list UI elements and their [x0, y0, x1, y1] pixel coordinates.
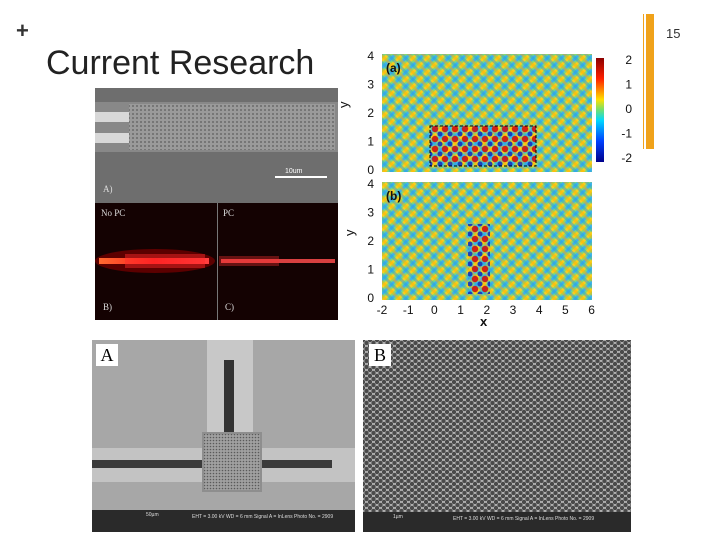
- colorbar-tick: -1: [621, 127, 632, 141]
- panel-tag-b: B: [369, 344, 391, 366]
- plot-b-y-tick: 1: [367, 263, 374, 277]
- footer-info-left: EHT = 3.00 kV WD = 6 mm Signal A = InLen…: [192, 514, 334, 520]
- plot-b-y-label: y: [342, 229, 357, 236]
- x-tick: 6: [588, 303, 595, 317]
- x-tick: 4: [536, 303, 543, 317]
- slide-plus-mark: +: [16, 18, 29, 43]
- field-plot-graphic: (a) (b) y y 4 3 2 1 0 4 3 2 1 0 -2 -1 0 1 2 3 4 5 6 x 2 1…: [340, 49, 632, 329]
- x-tick: 1: [457, 303, 464, 317]
- footer-info-right: EHT = 3.00 kV WD = 6 mm Signal A = InLen…: [453, 516, 595, 522]
- footer-scale-right: 1µm: [393, 514, 403, 520]
- colorbar-ticks: 2 1 0 -1 -2: [621, 53, 632, 165]
- label-no-pc: No PC: [101, 208, 126, 218]
- colorbar-tick: 2: [625, 53, 632, 67]
- panel-tag-a: A: [96, 344, 118, 366]
- sem-photonic-crystal-image: B 1µm EHT = 3.00 kV WD = 6 mm Signal A =…: [363, 340, 631, 532]
- plot-a-y-ticks: 4 3 2 1 0: [367, 49, 374, 177]
- sem-waveguide-graphic: [95, 88, 338, 320]
- sem-crossed-waveguide-image: A 50µm EHT = 3.00 kV WD = 6 mm Signal A …: [92, 340, 355, 532]
- accent-bar: [646, 14, 654, 149]
- page-number: 15: [666, 26, 681, 41]
- scale-bar-label: 10um: [285, 168, 303, 175]
- x-tick: 0: [431, 303, 438, 317]
- colorbar-tick: 0: [625, 102, 632, 116]
- plot-a-y-tick: 0: [367, 163, 374, 177]
- x-tick: -1: [403, 303, 414, 317]
- sem-crossed-graphic: [92, 340, 355, 532]
- accent-line: [643, 14, 644, 149]
- plot-b-y-tick: 4: [367, 177, 374, 191]
- plot-a-y-label: y: [340, 101, 351, 108]
- x-tick: 2: [483, 303, 490, 317]
- plot-b-y-tick: 3: [367, 206, 374, 220]
- x-ticks: -2 -1 0 1 2 3 4 5 6: [377, 303, 596, 317]
- x-tick: -2: [377, 303, 388, 317]
- plot-a-y-tick: 2: [367, 106, 374, 120]
- slide-title: Current Research: [46, 44, 315, 82]
- sem-waveguide-image: A) 10um No PC PC B) C): [95, 88, 338, 320]
- plot-a-y-tick: 4: [367, 49, 374, 63]
- panel-label-c: C): [225, 302, 234, 312]
- plot-b-y-tick: 0: [367, 291, 374, 305]
- sem-photonic-graphic: [363, 340, 631, 532]
- colorbar: [596, 58, 604, 162]
- plot-a-tag: (a): [386, 61, 401, 75]
- plot-b-y-tick: 2: [367, 234, 374, 248]
- plot-a-y-tick: 1: [367, 135, 374, 149]
- x-tick: 3: [510, 303, 517, 317]
- x-axis-label: x: [480, 314, 488, 329]
- panel-label-b: B): [103, 302, 112, 312]
- colorbar-tick: 1: [625, 78, 632, 92]
- footer-scale-left: 50µm: [146, 512, 159, 518]
- field-plot-figure: (a) (b) y y 4 3 2 1 0 4 3 2 1 0 -2 -1 0 1 2 3 4 5 6 x 2 1…: [340, 44, 640, 330]
- panel-label-a: A): [103, 184, 113, 194]
- x-tick: 5: [562, 303, 569, 317]
- label-pc: PC: [223, 208, 235, 218]
- plot-a-y-tick: 3: [367, 78, 374, 92]
- plot-b-y-ticks: 4 3 2 1 0: [367, 177, 374, 305]
- plot-b-tag: (b): [386, 189, 401, 203]
- colorbar-tick: -2: [621, 151, 632, 165]
